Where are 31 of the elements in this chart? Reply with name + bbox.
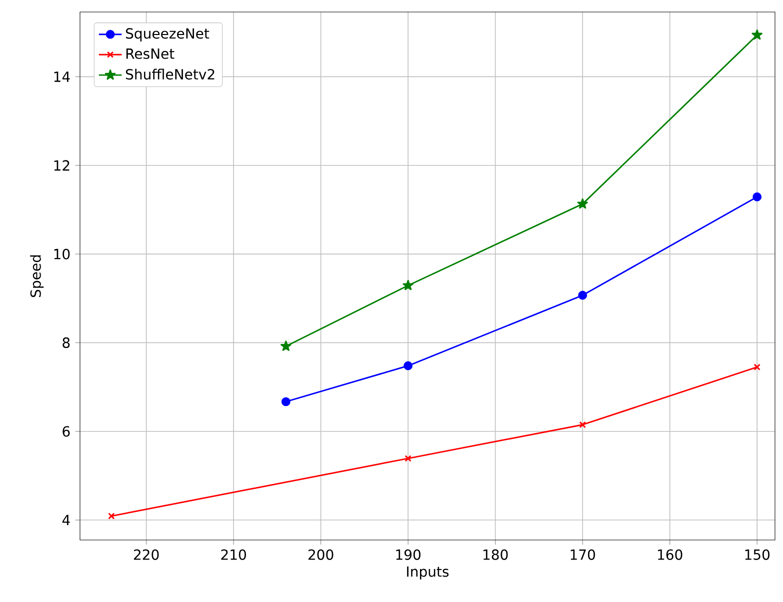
point [579, 421, 586, 428]
y-tick-label: 10 [54, 248, 70, 260]
point [404, 455, 412, 462]
y-tick-label: 4 [62, 514, 70, 526]
x-tick-label: 220 [134, 549, 159, 560]
x-tick-label: 180 [483, 549, 508, 560]
legend-label: ShuffleNetv2 [126, 68, 214, 80]
y-tick-label: 14 [54, 72, 70, 82]
point [754, 364, 760, 370]
legend-label: ResNet [126, 48, 174, 59]
x-tick-label: 190 [396, 549, 420, 560]
x-axis-title: Inputs [407, 566, 449, 580]
x-tick-label: 150 [745, 549, 770, 560]
point [404, 361, 413, 370]
point [402, 280, 414, 290]
y-tick-label: 6 [62, 426, 70, 437]
point [280, 340, 292, 351]
y-axis-title: Speed [30, 255, 44, 298]
y-tick-label: 12 [54, 160, 70, 171]
point [578, 290, 588, 300]
legend-label: SqueezeNet [126, 28, 210, 42]
x-tick-label: 160 [658, 549, 682, 560]
point [577, 198, 588, 209]
y-tick-label: 8 [62, 337, 70, 348]
x-tick-label: 170 [570, 549, 595, 560]
point [752, 29, 762, 40]
x-tick-label: 210 [221, 549, 246, 560]
point [752, 192, 762, 202]
x-tick-label: 200 [308, 549, 334, 560]
point [108, 512, 115, 520]
point [281, 397, 290, 406]
